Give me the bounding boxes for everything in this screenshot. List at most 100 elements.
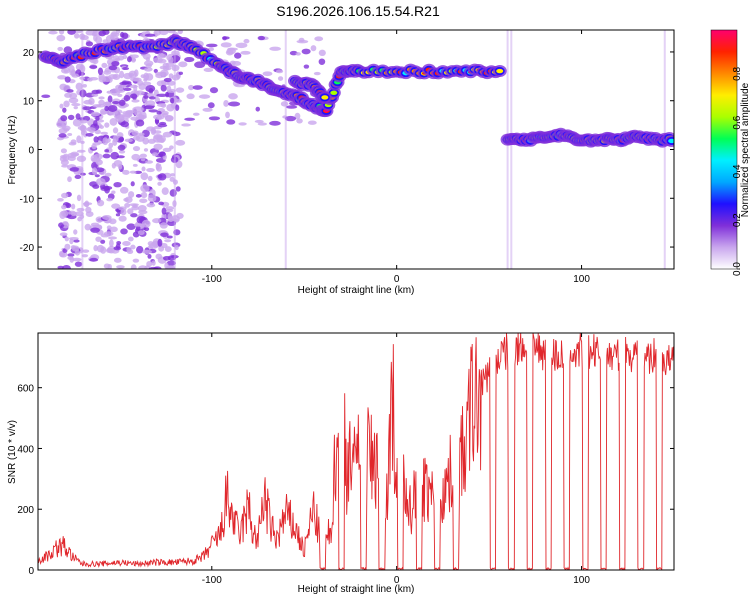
spectrogram-speckle xyxy=(61,192,69,199)
spectrogram-speckle xyxy=(120,208,127,216)
spectrogram-speckle xyxy=(98,30,107,37)
spectrogram-speckle xyxy=(58,30,65,35)
spectrogram-speckle xyxy=(178,71,184,75)
spectrogram-speckle xyxy=(148,109,159,113)
spectrogram-speckle xyxy=(129,203,139,207)
spectrogram-speckle xyxy=(106,225,112,230)
spectrogram-marks xyxy=(38,30,674,269)
spectrogram-speckle xyxy=(118,215,127,222)
spectrogram-speckle xyxy=(157,181,162,186)
spectrogram-speckle xyxy=(257,35,266,41)
spectrogram-speckle xyxy=(75,82,83,91)
spectrogram-speckle xyxy=(234,52,242,59)
spectrogram-speckle xyxy=(73,229,78,235)
spectrogram-speckle xyxy=(111,203,121,209)
spectrogram-speckle xyxy=(144,67,153,72)
spectrogram-speckle xyxy=(131,99,140,103)
spectrogram-speckle xyxy=(152,218,162,224)
spectrogram-speckle xyxy=(153,68,158,73)
spectrogram-speckle xyxy=(112,100,120,105)
spectrogram-speckle xyxy=(127,191,135,198)
spectrogram-speckle xyxy=(137,230,145,236)
spectrogram-speckle xyxy=(71,73,79,78)
spectrogram-speckle xyxy=(143,227,150,232)
spectrogram-speckle xyxy=(127,236,134,242)
spectrogram-ytick-label: 0 xyxy=(28,146,34,157)
spectrogram-speckle xyxy=(74,249,81,256)
snr-ytick-label: 600 xyxy=(17,384,34,395)
spectrogram-speckle xyxy=(60,115,68,122)
spectrogram-speckle xyxy=(108,142,114,149)
spectrogram-speckle xyxy=(184,117,196,121)
spectrogram-speckle xyxy=(186,93,195,100)
spectrogram-speckle xyxy=(176,212,184,220)
colorbar-tick-label: 0.6 xyxy=(732,115,743,129)
spectrogram-speckle xyxy=(146,203,156,208)
spectrogram-speckle xyxy=(41,94,51,99)
spectrogram-speckle xyxy=(140,74,146,79)
spectrogram-speckle xyxy=(107,263,112,269)
spectrogram-streak xyxy=(510,30,513,269)
spectrogram-speckle xyxy=(151,152,159,157)
spectrogram-speckle xyxy=(127,56,132,63)
spectrogram-speckle xyxy=(120,121,130,128)
spectrogram-speckle xyxy=(69,167,80,172)
spectrogram-speckle xyxy=(269,120,281,126)
spectrogram-speckle xyxy=(57,136,65,141)
spectrogram-speckle xyxy=(64,76,71,83)
spectrogram-speckle xyxy=(169,176,175,182)
spectrogram-speckle xyxy=(67,114,75,121)
spectrogram-speckle xyxy=(95,89,103,94)
spectrogram-speckle xyxy=(140,158,146,162)
spectrogram-speckle xyxy=(100,131,108,135)
spectrogram-speckle xyxy=(123,94,131,102)
spectrogram-speckle xyxy=(166,235,173,239)
spectrogram-speckle xyxy=(85,127,96,132)
spectrogram-speckle xyxy=(102,39,109,44)
spectrogram-speckle xyxy=(229,60,236,66)
spectrogram-speckle xyxy=(121,113,131,120)
spectrogram-speckle xyxy=(143,105,155,110)
spectrogram-speckle xyxy=(73,239,80,243)
spectrogram-speckle xyxy=(184,57,195,63)
spectrogram-speckle xyxy=(243,38,250,44)
spectrogram-speckle xyxy=(132,258,140,263)
colorbar-tick-label: 0.8 xyxy=(732,67,743,81)
spectrogram-speckle xyxy=(166,265,176,269)
snr-frame xyxy=(37,332,675,571)
spectrogram-speckle xyxy=(107,95,113,103)
spectrogram-speckle xyxy=(148,96,156,100)
spectrogram-speckle xyxy=(175,139,186,146)
spectrogram-speckle xyxy=(123,87,132,92)
spectrogram-speckle xyxy=(109,118,118,126)
spectrogram-speckle xyxy=(111,190,116,194)
spectrogram-speckle xyxy=(143,148,149,152)
spectrogram-speckle xyxy=(153,57,163,63)
spectrogram-speckle xyxy=(89,65,98,69)
spectrogram-speckle xyxy=(130,264,137,269)
spectrogram-speckle xyxy=(115,243,121,249)
spectrogram-speckle xyxy=(116,265,125,269)
spectrogram-speckle xyxy=(130,244,136,250)
spectrogram-speckle xyxy=(153,143,163,151)
spectrogram-speckle xyxy=(100,239,106,244)
spectrogram-speckle xyxy=(124,196,133,204)
spectrogram-speckle xyxy=(108,65,118,71)
spectrogram-speckle xyxy=(275,69,284,74)
spectrogram-speckle xyxy=(129,84,139,89)
spectrogram-speckle xyxy=(92,184,100,189)
spectrogram-speckle xyxy=(106,90,113,94)
spectrogram-speckle xyxy=(84,223,92,231)
spectrogram-speckle xyxy=(113,181,122,188)
spectrogram-speckle xyxy=(98,99,105,106)
spectrogram-speckle xyxy=(129,54,139,59)
spectrogram-speckle xyxy=(192,112,200,116)
spectrogram-speckle xyxy=(158,30,169,36)
spectrogram-speckle xyxy=(109,35,119,41)
spectrogram-speckle xyxy=(91,167,98,175)
spectrogram-speckle xyxy=(153,114,165,120)
spectrogram-speckle xyxy=(144,33,156,37)
spectrogram-speckle xyxy=(238,122,247,126)
spectrogram-speckle xyxy=(132,163,138,167)
spectrogram-speckle xyxy=(90,154,98,163)
